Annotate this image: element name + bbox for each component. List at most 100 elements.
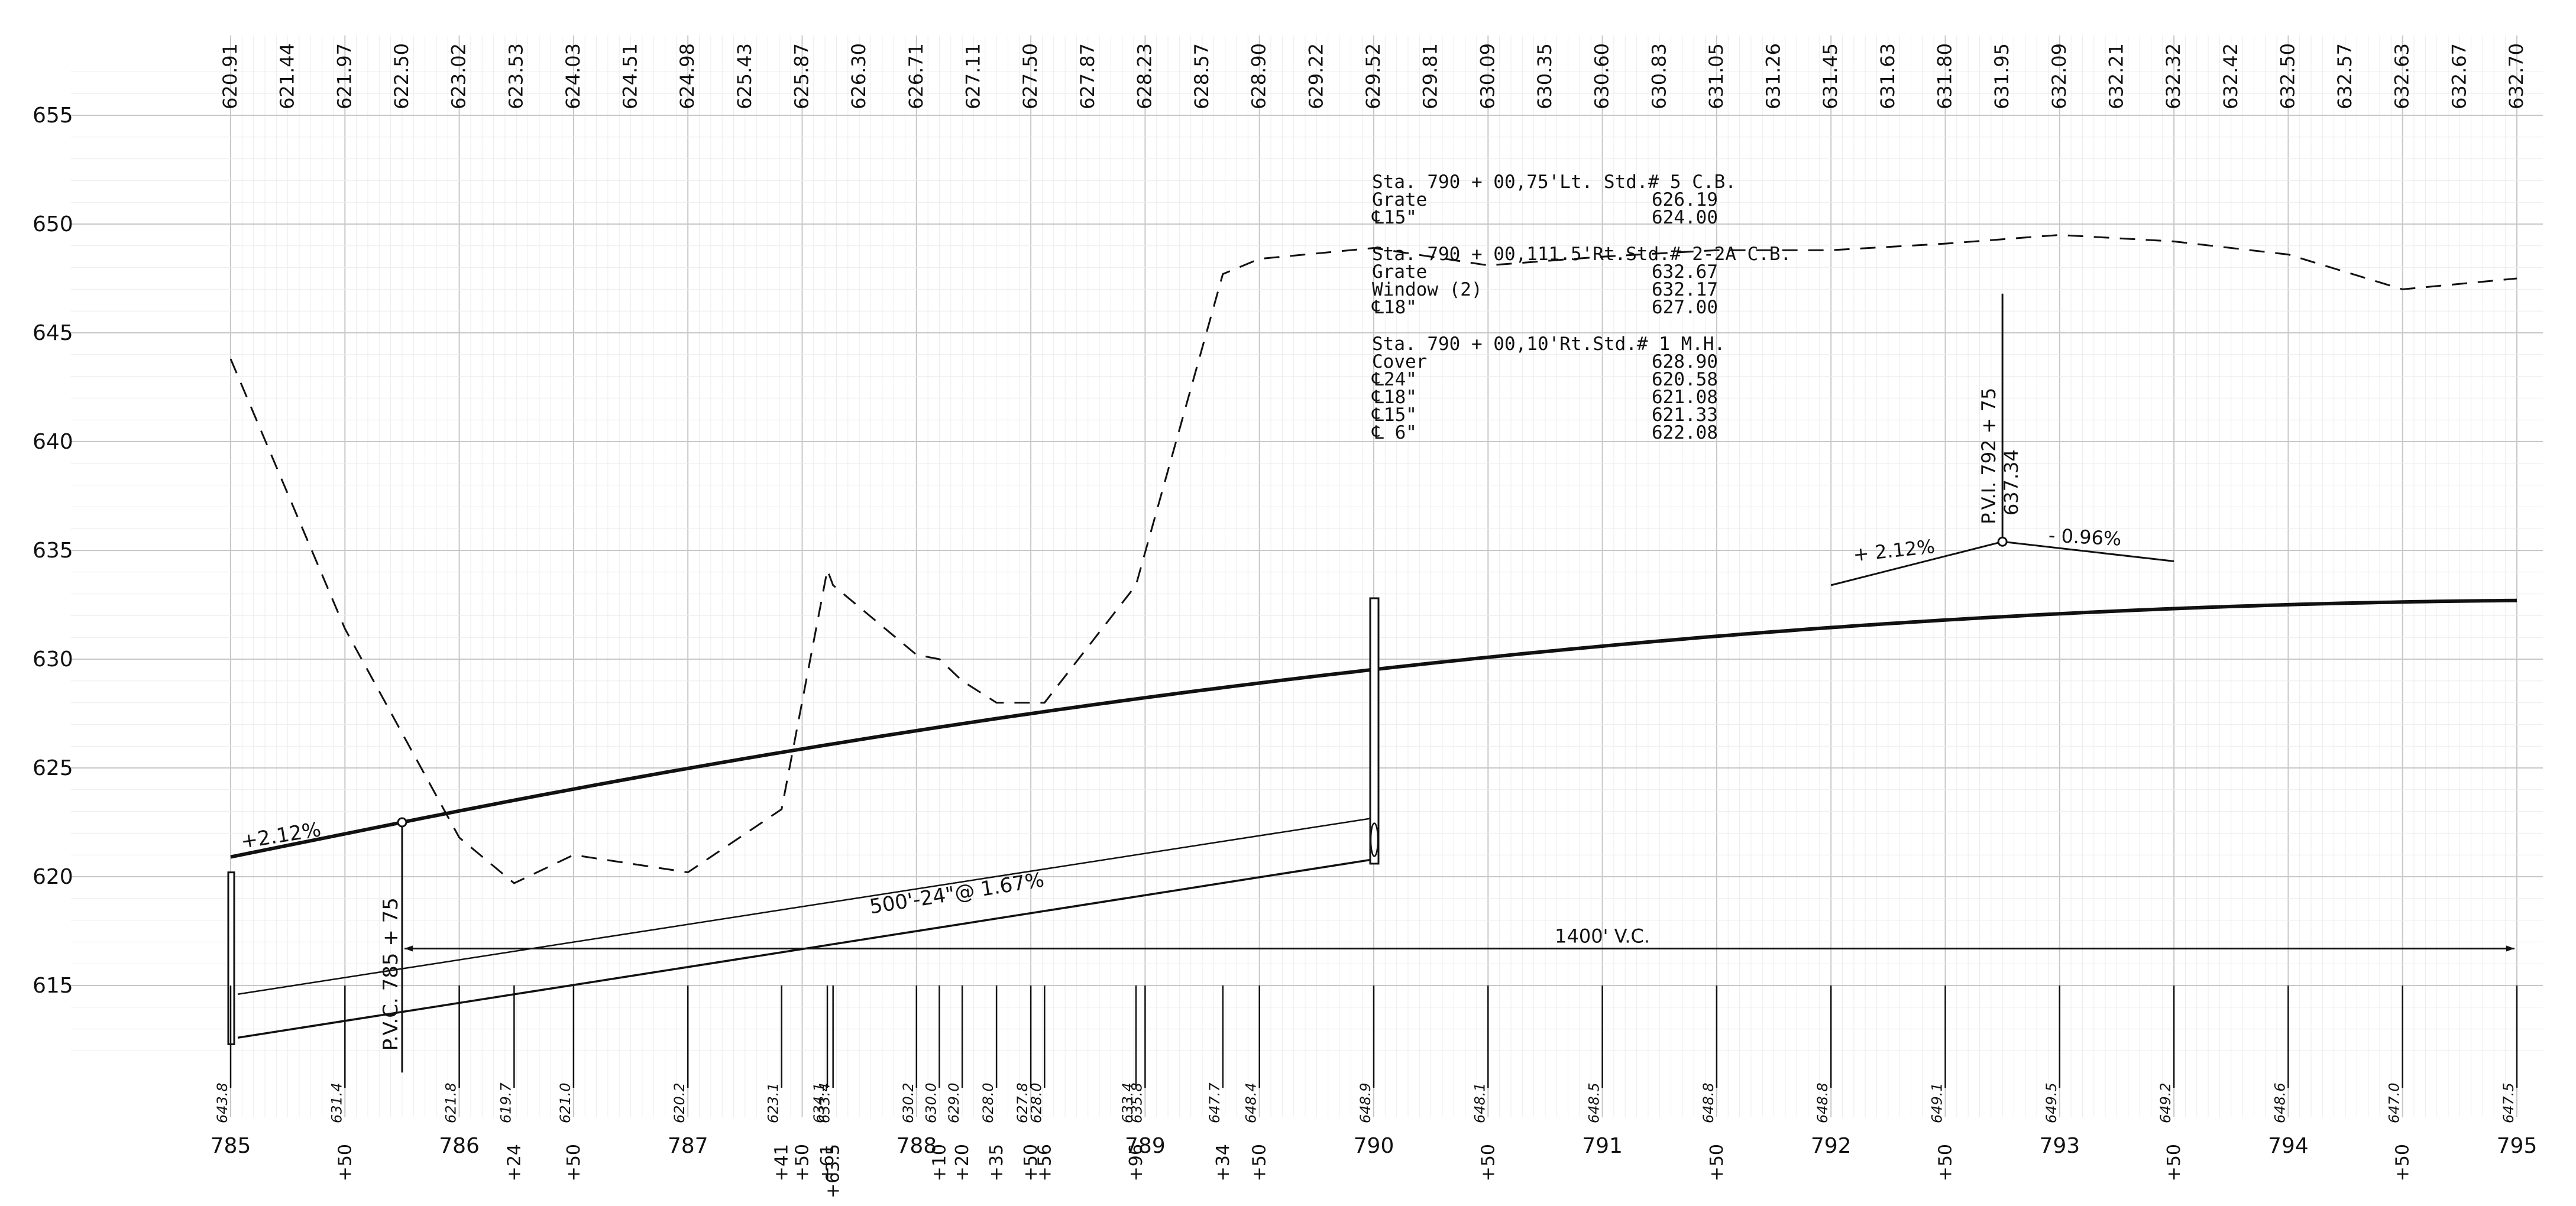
- profile-grade-elevation: 623.53: [504, 43, 527, 109]
- station-label-minor: +50: [792, 1144, 813, 1181]
- structure-note-value: 622.08: [1652, 422, 1718, 443]
- station-label-minor: +50: [1021, 1144, 1041, 1181]
- ground-elevation-label: 647.7: [1206, 1082, 1223, 1123]
- station-label-minor: +50: [1936, 1144, 1956, 1181]
- station-label-major: 788: [896, 1134, 937, 1158]
- structure-note-title: Sta. 790 + 00,10'Rt.Std.# 1 M.H.: [1372, 333, 1725, 355]
- profile-grade-elevation: 623.02: [448, 43, 470, 109]
- ground-elevation-label: 648.5: [1586, 1082, 1603, 1123]
- structure-note-value: 621.33: [1652, 404, 1718, 426]
- profile-grade-elevation: 626.30: [847, 43, 870, 109]
- ground-station-ticks: 643.8 631.4 621.8 619.7 621.0 620.2 623.1 634.1…: [214, 985, 2518, 1123]
- structure-note-value: 621.08: [1652, 387, 1718, 408]
- ground-elevation-label: 648.6: [2271, 1082, 2288, 1123]
- profile-grade-elevation: 631.45: [1819, 43, 1842, 109]
- profile-grade-elevation: 629.22: [1305, 43, 1327, 109]
- profile-grade-elevation: 630.35: [1533, 43, 1556, 109]
- ground-elevation-label: 623.1: [765, 1082, 782, 1123]
- structure-note-item: Grate: [1372, 189, 1427, 210]
- vertical-curve-label: 1400' V.C.: [1555, 925, 1650, 947]
- profile-grade-elevation: 632.42: [2219, 43, 2242, 109]
- structure-note-value: 624.00: [1652, 207, 1718, 228]
- profile-grade-elevation: 621.44: [276, 43, 299, 109]
- profile-grade-elevation: 631.80: [1934, 43, 1956, 109]
- profile-grade-elevation: 631.26: [1762, 43, 1785, 109]
- ground-elevation-label: 621.8: [443, 1082, 459, 1123]
- profile-grade-elevation: 620.91: [219, 43, 241, 109]
- elevation-axis-label: 635: [33, 539, 73, 563]
- station-label-major: 791: [1582, 1134, 1623, 1158]
- ground-elevation-label: 643.8: [214, 1082, 231, 1123]
- structure-note-item: Grate: [1372, 261, 1427, 283]
- profile-grade-elevation: 632.50: [2276, 43, 2299, 109]
- structure-note-value: 620.58: [1652, 369, 1718, 390]
- profile-grade-elevation: 632.57: [2334, 43, 2356, 109]
- station-label-major: 795: [2497, 1134, 2538, 1158]
- profile-grade-elevation: 632.21: [2105, 43, 2127, 109]
- station-label-minor: +24: [504, 1144, 525, 1181]
- grid: [71, 35, 2543, 1117]
- profile-grade-elevation: 625.43: [733, 43, 756, 109]
- station-label-minor: +50: [564, 1144, 584, 1181]
- station-labels: 785 786 787 788 789 790 791 792 793 794 795 +50 +24 +…: [211, 1134, 2538, 1198]
- structure-notes: Sta. 790 + 00,75'Lt. Std.# 5 C.B.Grate 62…: [1371, 171, 1791, 443]
- profile-grade-elevation: 631.05: [1705, 43, 1727, 109]
- ground-elevation-label: 630.0: [923, 1082, 939, 1123]
- pvi-grade-out-label: - 0.96%: [2048, 524, 2122, 550]
- station-label-minor: +50: [335, 1144, 355, 1181]
- station-label-major: 789: [1125, 1134, 1166, 1158]
- ground-elevation-label: 621.0: [557, 1082, 574, 1123]
- ground-elevation-label: 649.2: [2157, 1082, 2174, 1123]
- pipe-end-ellipse: [1370, 822, 1379, 857]
- pvi-grade-out-line: [2002, 540, 2174, 562]
- ground-elevation-label: 633.4: [817, 1082, 833, 1123]
- profile-grade-elevation: 632.70: [2505, 43, 2528, 109]
- station-label-minor: +35: [986, 1144, 1007, 1181]
- station-label-minor: +50: [1707, 1144, 1727, 1181]
- profile-grade-elevation: 627.87: [1076, 43, 1099, 109]
- structure-note-title: Sta. 790 + 00,75'Lt. Std.# 5 C.B.: [1372, 171, 1736, 193]
- ground-elevation-label: 628.0: [1028, 1082, 1044, 1123]
- station-label-minor: +61: [817, 1144, 838, 1181]
- elevation-axis-label: 625: [33, 756, 73, 780]
- station-label-minor: +50: [2164, 1144, 2185, 1181]
- ground-elevation-label: 631.4: [328, 1082, 345, 1123]
- station-label-minor: +56: [1034, 1144, 1055, 1181]
- profile-grade-elevation: 632.09: [2048, 43, 2070, 109]
- structure-note-item: ℄24": [1371, 369, 1417, 390]
- station-label-minor: +63.5: [823, 1144, 844, 1198]
- station-label-major: 793: [2039, 1134, 2080, 1158]
- profile-grade-elevation: 627.11: [962, 43, 984, 109]
- profile-grade-elevation: 624.03: [562, 43, 584, 109]
- structure-note-item: Cover: [1372, 351, 1427, 372]
- station-label-major: 785: [211, 1134, 251, 1158]
- ground-elevation-label: 648.8: [1700, 1082, 1717, 1123]
- station-label-minor: +50: [1478, 1144, 1499, 1181]
- profile-grade-elevation: 628.23: [1133, 43, 1156, 109]
- profile-grade-elevation: 629.52: [1362, 43, 1384, 109]
- profile-grade-elevation: 632.32: [2162, 43, 2185, 109]
- station-label-minor: +50: [2393, 1144, 2413, 1181]
- profile-grade-elevation: 630.60: [1591, 43, 1613, 109]
- profile-grade-elevation: 622.50: [390, 43, 413, 109]
- profile-grade-elevation: 628.57: [1190, 43, 1213, 109]
- pvi-marker: [1997, 536, 2008, 547]
- elevation-axis-label: 620: [33, 865, 73, 889]
- existing-ground-line: [229, 234, 2517, 884]
- station-label-minor: +20: [952, 1144, 973, 1181]
- ground-elevation-label: 620.2: [671, 1082, 688, 1123]
- ground-elevation-label: 649.5: [2043, 1082, 2060, 1123]
- station-label-minor: +50: [1250, 1144, 1270, 1181]
- ground-elevation-label: 630.2: [900, 1082, 917, 1123]
- profile-grade-curve: [230, 598, 2517, 859]
- station-label-minor: +10: [929, 1144, 950, 1181]
- profile-grade-elevation: 632.63: [2391, 43, 2413, 109]
- ground-elevation-label: 647.5: [2500, 1082, 2517, 1123]
- station-label-major: 794: [2268, 1134, 2309, 1158]
- station-label-major: 792: [1811, 1134, 1852, 1158]
- ground-elevation-label: 629.0: [946, 1082, 962, 1123]
- profile-grade-elevation: 630.09: [1476, 43, 1499, 109]
- station-label-major: 787: [668, 1134, 708, 1158]
